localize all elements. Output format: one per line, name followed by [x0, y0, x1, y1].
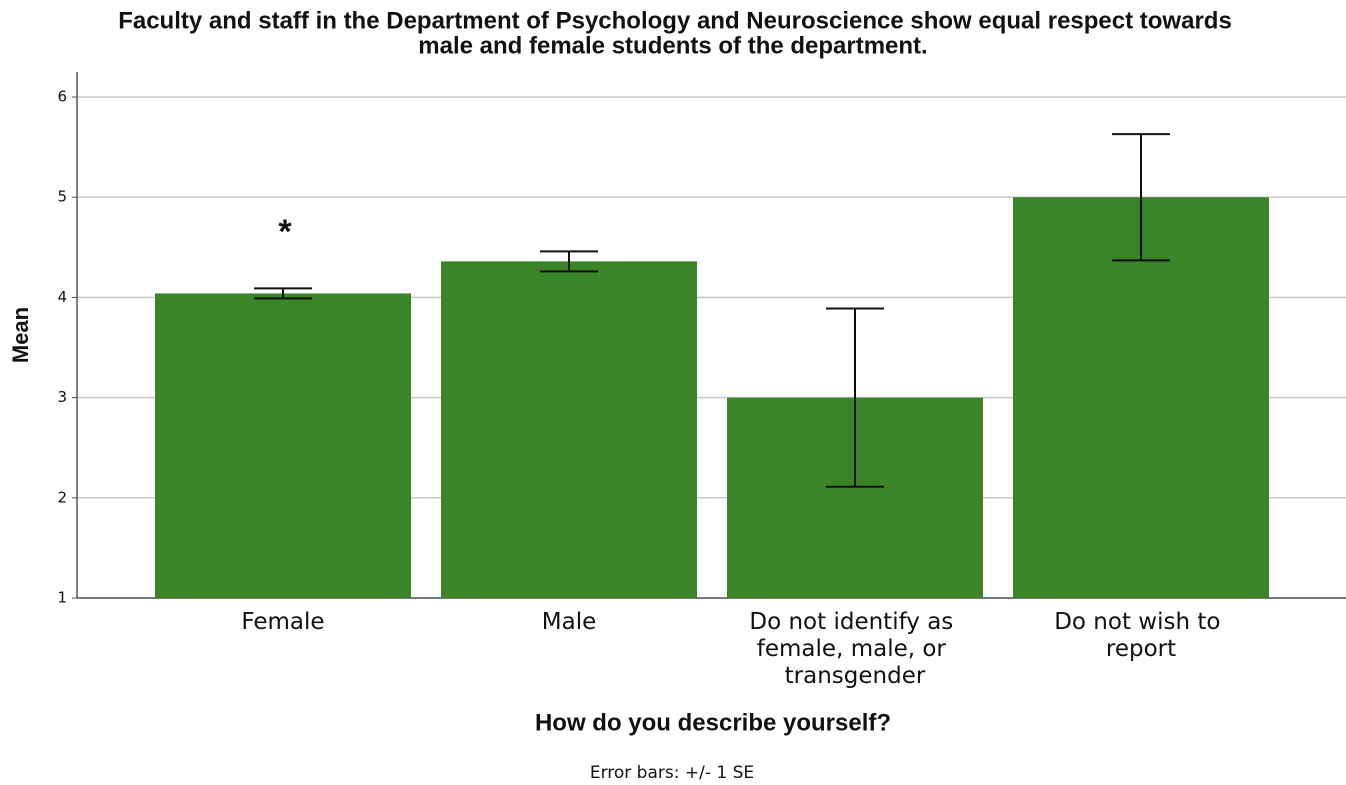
bar [155, 293, 411, 598]
note: Error bars: +/- 1 SE [590, 763, 754, 783]
y-tick-label: 4 [57, 288, 67, 306]
x-tick-label: Female [241, 609, 324, 635]
x-tick-label: Male [542, 609, 596, 635]
y-tick-label: 5 [57, 188, 67, 206]
x-tick-label: Do not identify as female, male, or tran… [749, 609, 960, 689]
y-tick-label: 6 [57, 88, 67, 106]
bar [1013, 197, 1269, 598]
bar [441, 261, 697, 598]
y-tick-label: 1 [57, 589, 67, 607]
chart-title: Faculty and staff in the Department of P… [118, 7, 1232, 34]
x-tick-label: Do not wish to report [1054, 609, 1228, 662]
x-axis-label: How do you describe yourself? [535, 709, 891, 736]
chart-title: male and female students of the departme… [418, 32, 927, 59]
y-axis-label: Mean [8, 307, 33, 363]
y-tick-label: 2 [57, 488, 67, 506]
y-tick-label: 3 [57, 388, 67, 406]
annotation: * [278, 213, 292, 251]
